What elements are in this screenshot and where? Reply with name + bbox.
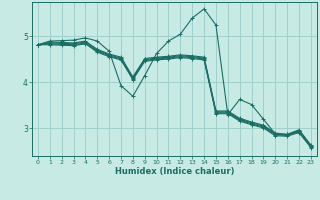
X-axis label: Humidex (Indice chaleur): Humidex (Indice chaleur) <box>115 167 234 176</box>
